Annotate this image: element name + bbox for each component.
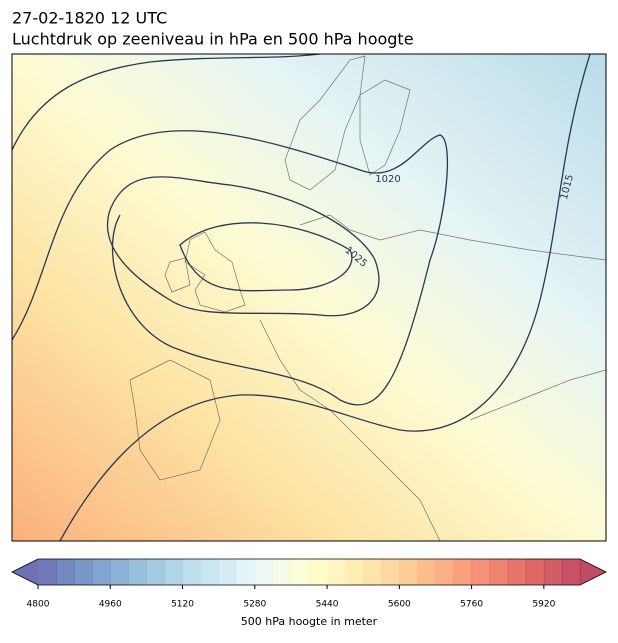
- colorbar-extend-low: [12, 559, 38, 585]
- colorbar-tick-label: 5280: [243, 600, 266, 610]
- colorbar-segment: [399, 559, 418, 585]
- colorbar-segment: [128, 559, 147, 585]
- colorbar-tick-label: 5760: [460, 600, 483, 610]
- colorbar-extend-high: [580, 559, 606, 585]
- colorbar-segment: [272, 559, 292, 585]
- colorbar-tick-label: 4800: [27, 600, 50, 610]
- coastlines: [129, 55, 606, 541]
- colorbar-segment: [453, 559, 473, 585]
- colorbar-tick-label: 5600: [388, 600, 411, 610]
- height-field: [12, 54, 606, 541]
- colorbar-segment: [56, 559, 75, 585]
- colorbar-segment: [435, 559, 455, 585]
- colorbar-segment: [381, 559, 400, 585]
- colorbar-tick-label: 5920: [532, 600, 555, 610]
- colorbar-segment: [363, 559, 382, 585]
- colorbar-segment: [525, 559, 545, 585]
- colorbar-segment: [543, 559, 563, 585]
- isobars: [12, 54, 591, 541]
- colorbar-segment: [561, 559, 581, 585]
- colorbar-segment: [345, 559, 364, 585]
- title: Luchtdruk op zeeniveau in hPa en 500 hPa…: [12, 30, 414, 49]
- isobar-label: 1020: [375, 174, 400, 185]
- colorbar-segment: [74, 559, 93, 585]
- colorbar-segment: [164, 559, 184, 585]
- colorbar-outline: [11, 558, 607, 586]
- colorbar-segment: [471, 559, 491, 585]
- colorbar-tick-label: 4960: [99, 600, 122, 610]
- colorbar-segment: [218, 559, 238, 585]
- colorbar-segment: [110, 559, 129, 585]
- colorbar-segment: [92, 559, 111, 585]
- colorbar-segment: [417, 559, 436, 585]
- date: 27-02-1820 12 UTC: [12, 9, 167, 28]
- colorbar-segment: [327, 559, 346, 585]
- colorbar: 4800 4960 5120 5280 5440 5600 5760 5920: [11, 558, 607, 610]
- colorbar-segment: [507, 559, 527, 585]
- colorbar-segment: [146, 559, 165, 585]
- colorbar-tick-label: 5120: [171, 600, 194, 610]
- colorbar-label: 500 hPa hoogte in meter: [241, 615, 378, 628]
- colorbar-segment: [309, 559, 328, 585]
- colorbar-segment: [182, 559, 202, 585]
- colorbar-segment: [489, 559, 509, 585]
- map-frame: [11, 53, 607, 542]
- colorbar-segment: [236, 559, 256, 585]
- map: 1020 1025 1015: [12, 54, 606, 541]
- colorbar-segment: [38, 559, 57, 585]
- colorbar-segment: [254, 559, 274, 585]
- colorbar-segment: [200, 559, 220, 585]
- colorbar-tick-label: 5440: [316, 600, 339, 610]
- colorbar-segment: [290, 559, 310, 585]
